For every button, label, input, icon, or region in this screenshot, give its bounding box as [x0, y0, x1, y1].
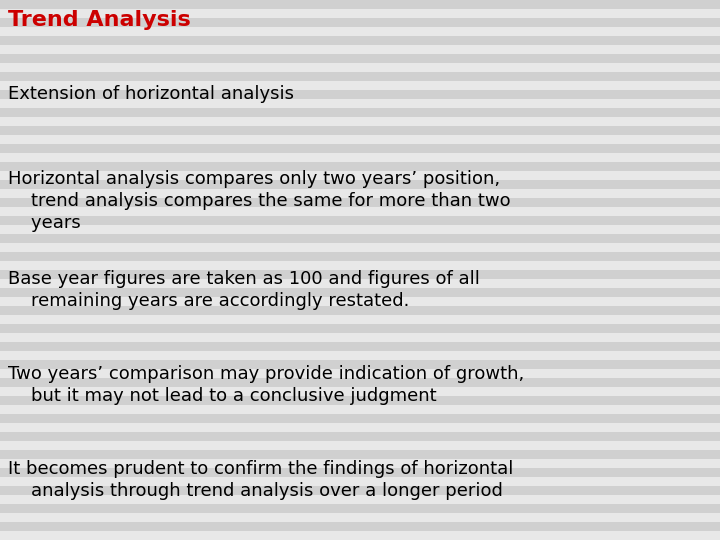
- Bar: [0, 126, 720, 135]
- Text: years: years: [8, 214, 81, 232]
- Bar: [0, 315, 720, 324]
- Bar: [0, 117, 720, 126]
- Bar: [0, 144, 720, 153]
- Bar: [0, 441, 720, 450]
- Bar: [0, 468, 720, 477]
- Bar: [0, 261, 720, 270]
- Bar: [0, 297, 720, 306]
- Bar: [0, 495, 720, 504]
- Bar: [0, 360, 720, 369]
- Text: Extension of horizontal analysis: Extension of horizontal analysis: [8, 85, 294, 103]
- Bar: [0, 72, 720, 81]
- Bar: [0, 27, 720, 36]
- Bar: [0, 216, 720, 225]
- Bar: [0, 477, 720, 486]
- Bar: [0, 135, 720, 144]
- Text: Trend Analysis: Trend Analysis: [8, 10, 191, 30]
- Bar: [0, 99, 720, 108]
- Bar: [0, 180, 720, 189]
- Bar: [0, 252, 720, 261]
- Bar: [0, 54, 720, 63]
- Bar: [0, 270, 720, 279]
- Bar: [0, 333, 720, 342]
- Bar: [0, 342, 720, 351]
- Bar: [0, 324, 720, 333]
- Text: but it may not lead to a conclusive judgment: but it may not lead to a conclusive judg…: [8, 387, 436, 405]
- Bar: [0, 207, 720, 216]
- Bar: [0, 108, 720, 117]
- Bar: [0, 198, 720, 207]
- Bar: [0, 81, 720, 90]
- Bar: [0, 531, 720, 540]
- Bar: [0, 288, 720, 297]
- Bar: [0, 234, 720, 243]
- Bar: [0, 225, 720, 234]
- Bar: [0, 162, 720, 171]
- Bar: [0, 486, 720, 495]
- Text: trend analysis compares the same for more than two: trend analysis compares the same for mor…: [8, 192, 510, 210]
- Bar: [0, 153, 720, 162]
- Bar: [0, 432, 720, 441]
- Bar: [0, 378, 720, 387]
- Bar: [0, 405, 720, 414]
- Bar: [0, 522, 720, 531]
- Bar: [0, 63, 720, 72]
- Bar: [0, 306, 720, 315]
- Text: Two years’ comparison may provide indication of growth,: Two years’ comparison may provide indica…: [8, 365, 524, 383]
- Bar: [0, 36, 720, 45]
- Bar: [0, 369, 720, 378]
- Bar: [0, 396, 720, 405]
- Text: analysis through trend analysis over a longer period: analysis through trend analysis over a l…: [8, 482, 503, 500]
- Text: It becomes prudent to confirm the findings of horizontal: It becomes prudent to confirm the findin…: [8, 460, 513, 478]
- Bar: [0, 414, 720, 423]
- Text: remaining years are accordingly restated.: remaining years are accordingly restated…: [8, 292, 410, 310]
- Text: Horizontal analysis compares only two years’ position,: Horizontal analysis compares only two ye…: [8, 170, 500, 188]
- Bar: [0, 387, 720, 396]
- Bar: [0, 279, 720, 288]
- Bar: [0, 18, 720, 27]
- Bar: [0, 423, 720, 432]
- Bar: [0, 90, 720, 99]
- Text: Base year figures are taken as 100 and figures of all: Base year figures are taken as 100 and f…: [8, 270, 480, 288]
- Bar: [0, 9, 720, 18]
- Bar: [0, 189, 720, 198]
- Bar: [0, 459, 720, 468]
- Bar: [0, 171, 720, 180]
- Bar: [0, 504, 720, 513]
- Bar: [0, 351, 720, 360]
- Bar: [0, 0, 720, 9]
- Bar: [0, 513, 720, 522]
- Bar: [0, 243, 720, 252]
- Bar: [0, 450, 720, 459]
- Bar: [0, 45, 720, 54]
